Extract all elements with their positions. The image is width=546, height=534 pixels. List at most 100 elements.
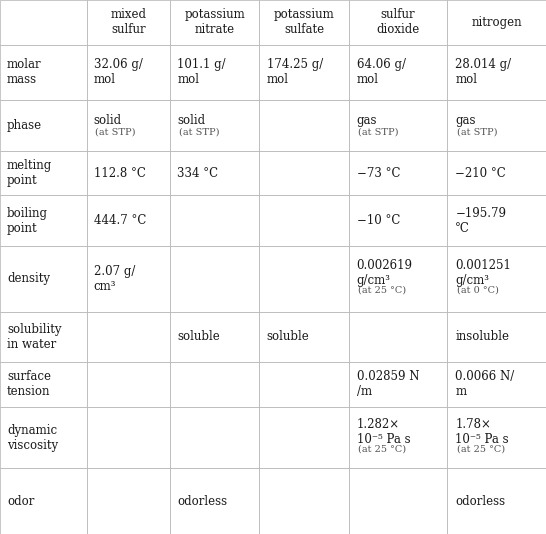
Bar <box>447 468 546 534</box>
Text: (at 25 °C): (at 25 °C) <box>358 444 406 453</box>
Bar <box>170 0 259 44</box>
Bar <box>170 151 259 195</box>
Bar <box>170 468 259 534</box>
Text: (at STP): (at STP) <box>179 128 219 136</box>
Bar <box>87 407 170 468</box>
Bar <box>170 195 259 246</box>
Bar <box>0 151 87 195</box>
Bar <box>170 246 259 311</box>
Text: mixed
sulfur: mixed sulfur <box>111 8 146 36</box>
Text: (at STP): (at STP) <box>95 128 135 136</box>
Text: 32.06 g/
mol: 32.06 g/ mol <box>93 58 143 87</box>
Bar <box>349 407 447 468</box>
Text: molar
mass: molar mass <box>7 58 41 87</box>
Text: gas: gas <box>357 114 377 127</box>
Bar <box>87 44 170 100</box>
Bar <box>447 246 546 311</box>
Bar <box>0 195 87 246</box>
Bar <box>0 44 87 100</box>
Text: −73 °C: −73 °C <box>357 167 400 179</box>
Bar <box>447 44 546 100</box>
Text: (at STP): (at STP) <box>358 128 399 136</box>
Bar <box>170 44 259 100</box>
Text: density: density <box>7 272 50 285</box>
Text: soluble: soluble <box>266 331 310 343</box>
Text: potassium
sulfate: potassium sulfate <box>274 8 335 36</box>
Bar <box>349 195 447 246</box>
Bar <box>259 100 349 151</box>
Text: 2.07 g/
cm³: 2.07 g/ cm³ <box>93 265 135 293</box>
Text: (at 25 °C): (at 25 °C) <box>457 444 505 453</box>
Bar <box>259 407 349 468</box>
Bar <box>349 44 447 100</box>
Bar <box>349 151 447 195</box>
Bar <box>259 468 349 534</box>
Bar <box>447 195 546 246</box>
Bar <box>349 0 447 44</box>
Bar <box>87 100 170 151</box>
Text: solubility
in water: solubility in water <box>7 323 62 351</box>
Text: 0.02859 N
/m: 0.02859 N /m <box>357 371 419 398</box>
Text: 0.001251
g/cm³: 0.001251 g/cm³ <box>455 260 511 287</box>
Bar <box>87 246 170 311</box>
Bar <box>170 311 259 362</box>
Text: solid: solid <box>177 114 205 127</box>
Bar <box>0 311 87 362</box>
Text: −210 °C: −210 °C <box>455 167 506 179</box>
Bar <box>259 151 349 195</box>
Text: odorless: odorless <box>177 494 228 508</box>
Text: melting
point: melting point <box>7 159 52 187</box>
Bar <box>87 468 170 534</box>
Bar <box>0 362 87 407</box>
Text: odor: odor <box>7 494 34 508</box>
Text: (at 0 °C): (at 0 °C) <box>457 286 498 294</box>
Bar <box>87 362 170 407</box>
Bar <box>259 246 349 311</box>
Bar <box>349 311 447 362</box>
Bar <box>259 362 349 407</box>
Text: 334 °C: 334 °C <box>177 167 218 179</box>
Text: 112.8 °C: 112.8 °C <box>93 167 145 179</box>
Text: gas: gas <box>455 114 476 127</box>
Bar <box>259 0 349 44</box>
Text: soluble: soluble <box>177 331 220 343</box>
Text: 174.25 g/
mol: 174.25 g/ mol <box>266 58 323 87</box>
Bar <box>0 246 87 311</box>
Text: boiling
point: boiling point <box>7 207 48 234</box>
Text: surface
tension: surface tension <box>7 371 51 398</box>
Text: 0.002619
g/cm³: 0.002619 g/cm³ <box>357 260 413 287</box>
Bar <box>0 468 87 534</box>
Bar <box>170 407 259 468</box>
Bar <box>0 0 87 44</box>
Text: phase: phase <box>7 119 42 132</box>
Bar <box>170 100 259 151</box>
Text: 1.78×
10⁻⁵ Pa s: 1.78× 10⁻⁵ Pa s <box>455 418 509 446</box>
Text: dynamic
viscosity: dynamic viscosity <box>7 423 58 452</box>
Bar <box>447 311 546 362</box>
Bar <box>447 151 546 195</box>
Bar <box>349 100 447 151</box>
Text: 444.7 °C: 444.7 °C <box>93 214 146 227</box>
Text: −195.79
°C: −195.79 °C <box>455 207 506 234</box>
Text: −10 °C: −10 °C <box>357 214 400 227</box>
Text: solid: solid <box>93 114 122 127</box>
Text: nitrogen: nitrogen <box>471 15 522 29</box>
Bar <box>447 407 546 468</box>
Bar <box>349 362 447 407</box>
Bar <box>259 44 349 100</box>
Bar <box>447 0 546 44</box>
Bar <box>0 407 87 468</box>
Bar <box>349 468 447 534</box>
Text: sulfur
dioxide: sulfur dioxide <box>376 8 420 36</box>
Bar <box>87 151 170 195</box>
Text: 1.282×
10⁻⁵ Pa s: 1.282× 10⁻⁵ Pa s <box>357 418 410 446</box>
Text: (at 25 °C): (at 25 °C) <box>358 286 406 294</box>
Text: 28.014 g/
mol: 28.014 g/ mol <box>455 58 512 87</box>
Bar <box>87 0 170 44</box>
Text: 101.1 g/
mol: 101.1 g/ mol <box>177 58 226 87</box>
Bar <box>0 100 87 151</box>
Bar <box>170 362 259 407</box>
Text: (at STP): (at STP) <box>457 128 497 136</box>
Bar <box>259 311 349 362</box>
Text: odorless: odorless <box>455 494 506 508</box>
